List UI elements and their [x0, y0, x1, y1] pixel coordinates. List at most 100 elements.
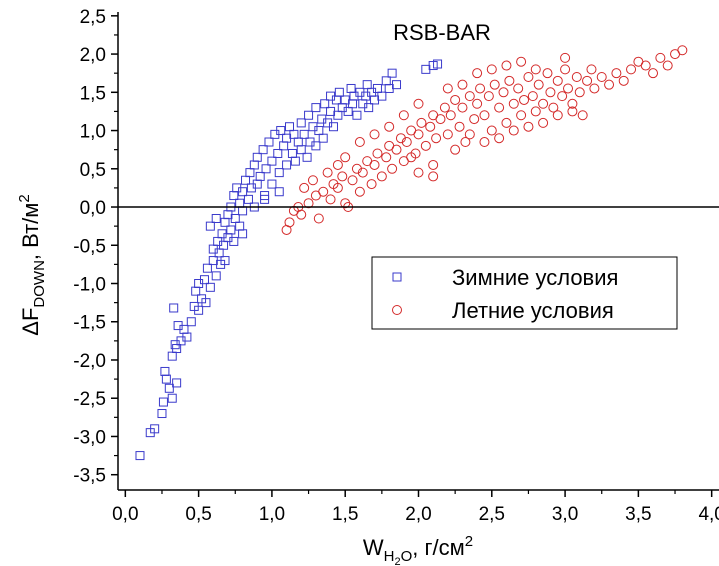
data-point-summer	[538, 98, 549, 109]
data-point-winter	[172, 378, 182, 388]
data-point-summer	[552, 110, 563, 121]
data-point-winter	[194, 305, 204, 315]
data-point-summer	[435, 114, 446, 125]
data-point-summer	[557, 91, 568, 102]
data-point-summer	[504, 75, 515, 86]
data-point-summer	[530, 64, 541, 75]
data-point-summer	[542, 68, 553, 79]
data-point-winter	[285, 122, 295, 132]
x-tick-label: 1,5	[332, 504, 358, 525]
data-point-winter	[311, 141, 321, 151]
legend: Зимние условия Летние условия	[371, 256, 678, 330]
data-point-summer	[454, 121, 465, 132]
data-point-summer	[450, 94, 461, 105]
data-point-summer	[501, 60, 512, 71]
data-point-winter	[340, 95, 350, 105]
data-point-summer	[548, 102, 559, 113]
data-point-winter	[238, 206, 248, 216]
data-point-summer	[640, 60, 651, 71]
y-axis-title-sup: 2	[16, 194, 33, 202]
data-point-winter	[311, 103, 321, 113]
y-tick-label: -1,5	[73, 313, 106, 334]
data-point-winter	[282, 160, 292, 170]
data-point-summer	[483, 91, 494, 102]
y-axis-title-rest: , Вт/м	[18, 203, 43, 260]
legend-label: Летние условия	[452, 298, 614, 323]
data-point-winter	[161, 374, 171, 384]
data-point-winter	[384, 83, 394, 93]
data-point-summer	[533, 79, 544, 90]
data-point-summer	[425, 121, 436, 132]
data-point-winter	[290, 156, 300, 166]
data-point-summer	[354, 137, 365, 148]
data-point-summer	[662, 60, 673, 71]
data-point-summer	[299, 182, 310, 193]
data-point-summer	[508, 125, 519, 136]
data-point-winter	[252, 152, 262, 162]
y-tick-label: 2,5	[80, 7, 106, 28]
data-point-winter	[260, 194, 270, 204]
data-point-summer	[460, 137, 471, 148]
data-point-summer	[545, 87, 556, 98]
data-point-summer	[523, 121, 534, 132]
data-point-summer	[445, 110, 456, 121]
data-point-winter	[229, 236, 239, 246]
data-point-winter	[289, 129, 299, 139]
data-point-winter	[167, 393, 177, 403]
data-point-summer	[369, 159, 380, 170]
data-point-summer	[318, 186, 329, 197]
data-point-winter	[235, 198, 245, 208]
data-point-winter	[326, 106, 336, 116]
data-point-summer	[413, 167, 424, 178]
data-point-summer	[450, 144, 461, 155]
data-point-winter	[255, 171, 265, 181]
x-axis-title-sub: H	[384, 548, 395, 565]
data-point-summer	[571, 72, 582, 83]
x-axis-title-main: W	[363, 535, 384, 560]
x-axis-title: WH2O, г/см2	[363, 533, 473, 566]
legend-box	[371, 256, 678, 330]
data-point-summer	[538, 117, 549, 128]
data-point-summer	[442, 129, 453, 140]
data-point-summer	[626, 64, 637, 75]
data-point-summer	[472, 98, 483, 109]
data-point-winter	[296, 145, 306, 155]
data-point-summer	[464, 129, 475, 140]
y-tick-label: -0,5	[73, 236, 106, 257]
y-tick-label: 1,0	[80, 122, 106, 143]
data-point-winter	[226, 225, 236, 235]
data-point-summer	[479, 110, 490, 121]
data-point-winter	[220, 217, 230, 227]
data-point-summer	[596, 72, 607, 83]
data-point-winter	[364, 103, 374, 113]
data-point-summer	[560, 52, 571, 63]
data-point-winter	[191, 286, 201, 296]
data-point-summer	[494, 102, 505, 113]
data-point-winter	[287, 148, 297, 158]
data-point-winter	[333, 110, 343, 120]
y-axis-title-main: ΔF	[18, 308, 43, 336]
y-tick-label: -2,0	[73, 351, 106, 372]
data-point-winter	[238, 187, 248, 197]
data-point-summer	[486, 125, 497, 136]
data-point-winter	[135, 451, 145, 461]
data-point-summer	[372, 148, 383, 159]
data-point-summer	[381, 152, 392, 163]
data-point-summer	[428, 159, 439, 170]
y-tick-label: -3,5	[73, 466, 106, 487]
data-point-summer	[413, 129, 424, 140]
data-point-winter	[274, 187, 284, 197]
x-axis-title-rest: , г/см	[412, 535, 465, 560]
data-point-winter	[261, 164, 271, 174]
data-point-winter	[238, 229, 248, 239]
x-tick-label: 2,0	[405, 504, 431, 525]
data-point-winter	[167, 351, 177, 361]
data-point-winter	[220, 256, 230, 266]
data-point-winter	[199, 275, 209, 285]
data-point-winter	[276, 126, 286, 136]
data-point-summer	[384, 121, 395, 132]
data-point-summer	[420, 140, 431, 151]
data-point-winter	[223, 210, 233, 220]
data-point-summer	[398, 110, 409, 121]
